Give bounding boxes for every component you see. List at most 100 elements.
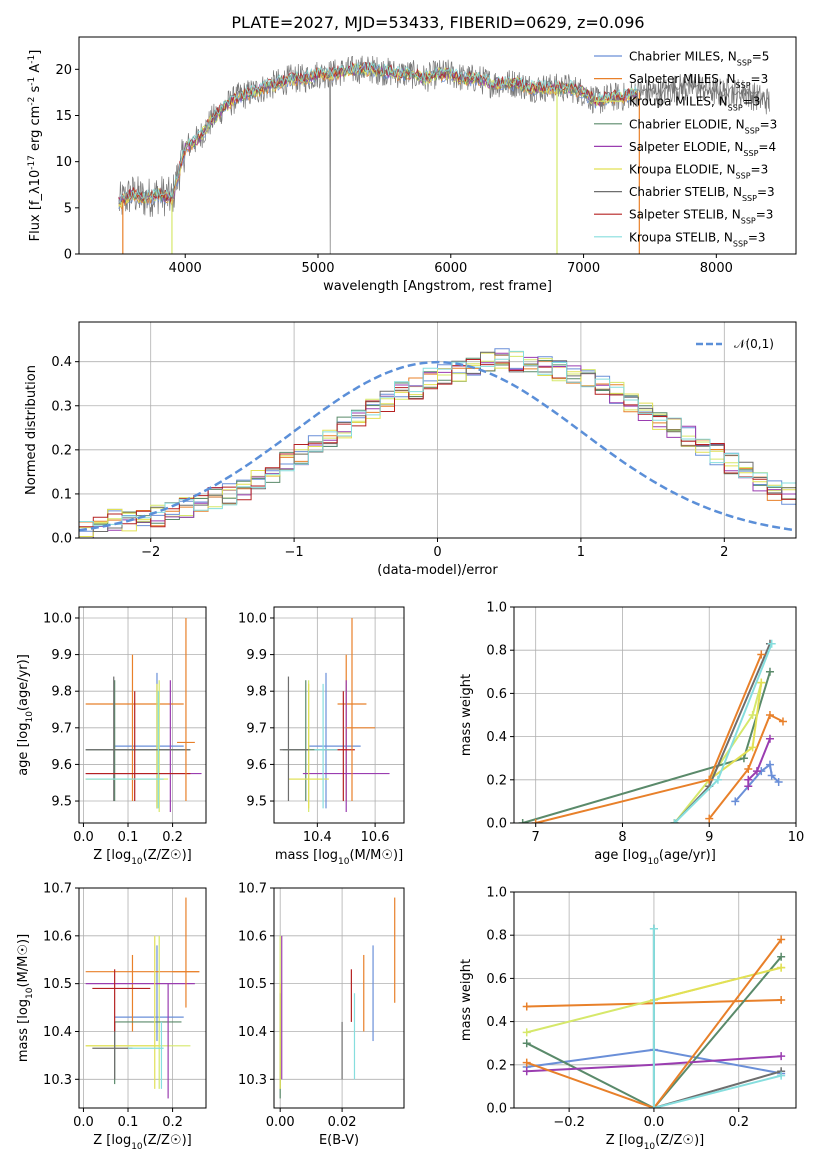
mass-weight-marker bbox=[713, 775, 722, 784]
figure-title: PLATE=2027, MJD=53433, FIBERID=0629, z=0… bbox=[231, 13, 644, 32]
y-tick-label: 10.7 bbox=[238, 882, 267, 897]
x-axis-label: E(B-V) bbox=[319, 1133, 359, 1148]
x-tick-label: 8000 bbox=[700, 261, 733, 276]
plot-frame bbox=[513, 606, 797, 824]
mass-weight-marker bbox=[739, 754, 748, 763]
panel-mass_vs_ebv: 0.00 0.02 10.3 10.4 10.5 10.6 10.7 E(B-V) bbox=[238, 882, 405, 1148]
mass-weight-marker bbox=[522, 1002, 531, 1011]
x-axis-label: Z [log10(Z/Z☉)] bbox=[93, 848, 191, 867]
x-tick-label: 2 bbox=[720, 545, 728, 560]
plot-area bbox=[79, 348, 796, 538]
y-axis-label: mass weight bbox=[459, 674, 474, 756]
y-tick-label: 0.0 bbox=[486, 1102, 507, 1117]
y-tick-label: 9.6 bbox=[51, 758, 72, 773]
plot-area bbox=[85, 897, 200, 1099]
panel-age_vs_Z: 0.0 0.1 0.2 9.5 9.6 9.7 9.8 9.9 10.0 Z [log10(Z/Z… bbox=[16, 606, 207, 867]
y-tick-label: 0.8 bbox=[486, 644, 507, 659]
mass-weight-marker bbox=[752, 767, 761, 776]
y-axis-label: Flux [f_λ10-17 erg cm-2 s-1 A-1] bbox=[27, 50, 43, 242]
y-tick-label: 9.7 bbox=[51, 721, 72, 736]
y-tick-label: 0.8 bbox=[486, 929, 507, 944]
y-tick-label: 0.6 bbox=[486, 972, 507, 987]
plot-area bbox=[85, 617, 202, 813]
mass-weight-line bbox=[708, 713, 784, 820]
y-tick-label: 0.2 bbox=[486, 773, 507, 788]
plot-frame bbox=[273, 887, 405, 1109]
legend-entry: Kroupa MILES, NSSP=3 bbox=[629, 95, 760, 113]
x-tick-label: 0 bbox=[433, 545, 441, 560]
y-tick-label: 10.7 bbox=[43, 882, 72, 897]
y-tick-label: 9.6 bbox=[246, 758, 267, 773]
legend: Chabrier MILES, NSSP=5 Salpeter MILES, NS… bbox=[594, 50, 777, 248]
y-tick-label: 0.0 bbox=[486, 817, 507, 832]
x-tick-label: 0.1 bbox=[118, 1115, 139, 1130]
x-tick-label: −1 bbox=[285, 545, 304, 560]
x-axis-label: Z [log10(Z/Z☉)] bbox=[93, 1133, 191, 1152]
x-axis-label: wavelength [Angstrom, rest frame] bbox=[323, 279, 552, 294]
x-tick-label: 0.2 bbox=[162, 1115, 183, 1130]
y-tick-label: 20 bbox=[55, 63, 72, 78]
legend-entry: Chabrier STELIB, NSSP=3 bbox=[629, 185, 775, 203]
mass-weight-marker bbox=[731, 797, 740, 806]
mass-weight-marker bbox=[522, 1058, 531, 1067]
plot-area bbox=[279, 897, 396, 1099]
x-tick-label: 0.02 bbox=[328, 1115, 357, 1130]
y-tick-label: 9.7 bbox=[246, 721, 267, 736]
model-spectrum-line bbox=[118, 63, 637, 205]
mass-weight-marker bbox=[757, 678, 766, 687]
x-tick-label: 0.2 bbox=[728, 1115, 749, 1130]
mass-weight-marker bbox=[522, 1067, 531, 1076]
y-tick-label: 0.2 bbox=[486, 1058, 507, 1073]
x-tick-label: 0.0 bbox=[73, 1115, 94, 1130]
legend-entry: Salpeter MILES, NSSP=3 bbox=[629, 72, 768, 90]
y-tick-label: 0.3 bbox=[51, 399, 72, 414]
mass-weight-marker bbox=[765, 734, 774, 743]
plot-frame bbox=[78, 321, 797, 539]
y-tick-label: 1.0 bbox=[486, 601, 507, 616]
y-tick-label: 0.4 bbox=[486, 730, 507, 745]
residual-histogram-series bbox=[79, 355, 796, 529]
y-tick-label: 5 bbox=[64, 201, 72, 216]
y-tick-label: 0.0 bbox=[51, 532, 72, 547]
y-tick-label: 10.4 bbox=[238, 1025, 267, 1040]
x-tick-label: 0.1 bbox=[118, 830, 139, 845]
x-tick-label: 10 bbox=[788, 830, 805, 845]
residual-histogram-series bbox=[79, 357, 796, 538]
mass-weight-marker bbox=[757, 650, 766, 659]
plot-frame bbox=[78, 36, 797, 255]
panel-mass_weight_vs_Z: −0.2 0.0 0.2 0.0 0.2 0.4 0.6 0.8 1.0 Z [log10(Z/Z… bbox=[459, 886, 797, 1152]
x-axis-label: (data-model)/error bbox=[377, 563, 498, 578]
mass-weight-marker bbox=[705, 814, 714, 823]
y-tick-label: 1.0 bbox=[486, 886, 507, 901]
y-tick-label: 9.8 bbox=[246, 685, 267, 700]
plot-frame bbox=[78, 887, 207, 1109]
plot-frame bbox=[78, 606, 207, 824]
x-tick-label: 1 bbox=[577, 545, 585, 560]
x-tick-label: 10.4 bbox=[303, 830, 332, 845]
y-tick-label: 10.5 bbox=[238, 977, 267, 992]
gaussian-reference-line bbox=[79, 360, 796, 532]
y-tick-label: 0 bbox=[64, 248, 72, 263]
y-tick-label: 9.9 bbox=[51, 648, 72, 663]
mass-weight-marker bbox=[777, 952, 786, 961]
y-axis-label: mass weight bbox=[459, 959, 474, 1041]
y-tick-label: 10.0 bbox=[43, 611, 72, 626]
y-tick-label: 0.4 bbox=[486, 1015, 507, 1030]
mass-weight-marker bbox=[777, 1052, 786, 1061]
plot-area bbox=[118, 55, 770, 254]
x-tick-label: 4000 bbox=[169, 261, 202, 276]
mass-weight-marker bbox=[705, 775, 714, 784]
legend-entry: Chabrier MILES, NSSP=5 bbox=[629, 50, 769, 68]
x-tick-label: 10.6 bbox=[361, 830, 390, 845]
residual-histogram-series bbox=[79, 350, 796, 527]
mass-weight-marker bbox=[765, 667, 774, 676]
mass-weight-marker bbox=[531, 819, 540, 823]
residual-histogram-series bbox=[79, 351, 796, 527]
mass-weight-marker bbox=[522, 1028, 531, 1037]
plot-frame bbox=[273, 606, 405, 824]
mass-weight-marker bbox=[777, 935, 786, 944]
mass-weight-marker bbox=[518, 819, 527, 823]
x-tick-label: 7000 bbox=[567, 261, 600, 276]
x-axis-label: mass [log10(M/M☉)] bbox=[275, 848, 403, 867]
